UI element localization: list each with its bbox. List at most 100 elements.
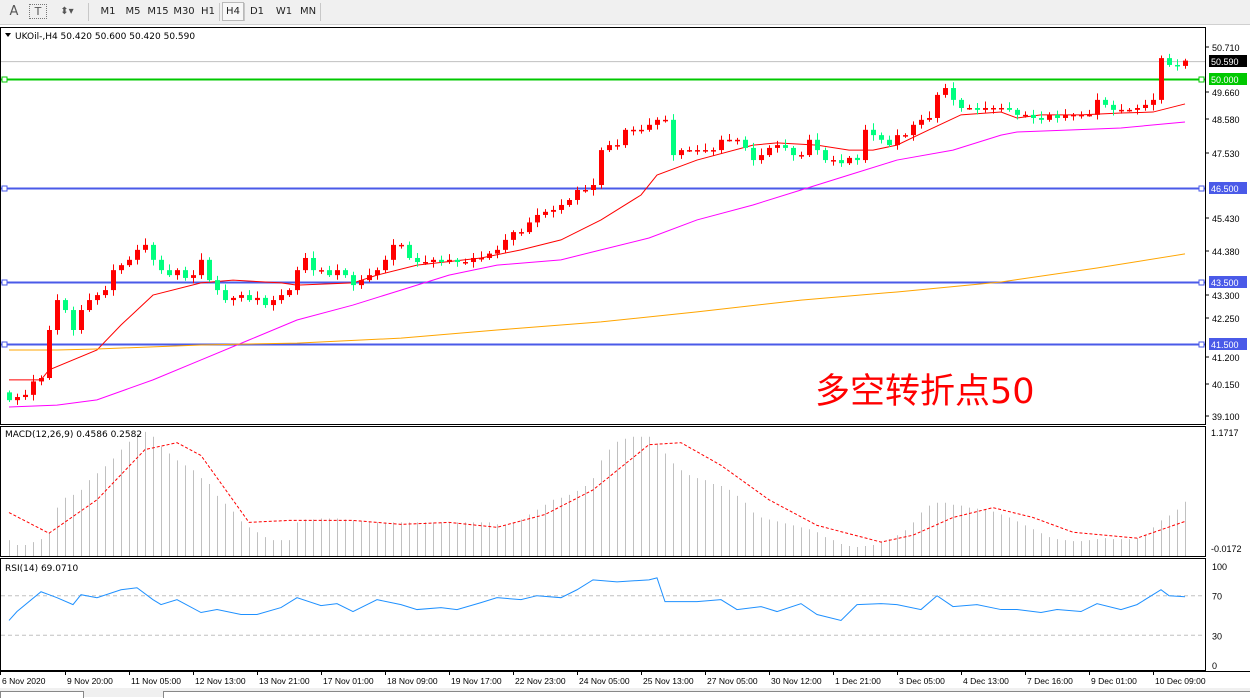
candle-body — [807, 139, 812, 156]
candle-body — [639, 129, 644, 132]
text-tool-button[interactable]: A — [9, 4, 19, 19]
candle-body — [303, 257, 308, 271]
candle-body — [911, 124, 916, 136]
price-axis-label: 41.200 — [1212, 353, 1240, 363]
candle-body — [711, 150, 716, 152]
candle-body — [375, 270, 380, 276]
candle-body — [863, 129, 868, 161]
level-handle-right[interactable] — [1198, 341, 1205, 348]
ma-slow-line — [9, 253, 1186, 351]
candle-body — [887, 139, 892, 146]
candle-body — [607, 145, 612, 151]
price-axis-label: 49.660 — [1212, 88, 1240, 98]
level-price-tag — [1209, 338, 1247, 350]
time-axis-label: 25 Nov 13:00 — [643, 676, 694, 686]
candle-body — [1063, 114, 1068, 118]
time-axis-label: 7 Dec 16:00 — [1027, 676, 1073, 686]
toolbar-separator — [320, 3, 321, 21]
level-handle-left[interactable] — [1, 341, 8, 348]
candle-body — [983, 107, 988, 110]
candle-body — [967, 107, 972, 110]
candle-body — [215, 280, 220, 291]
candle-body — [655, 119, 660, 125]
level-handle-right[interactable] — [1198, 185, 1205, 192]
level-handle-right[interactable] — [1198, 279, 1205, 286]
price-axis-label: 44.380 — [1212, 247, 1240, 257]
candle-body — [495, 249, 500, 254]
candle-body — [207, 259, 212, 281]
level-handle-left[interactable] — [1, 279, 8, 286]
candle-body — [63, 300, 68, 311]
candle-body — [23, 394, 28, 398]
candle-body — [383, 259, 388, 271]
ma-fast-line — [9, 103, 1186, 381]
text-label-tool-button[interactable]: T — [29, 4, 47, 19]
candle-body — [543, 211, 548, 215]
time-axis-label: 27 Nov 05:00 — [707, 676, 758, 686]
toolbar-separator — [244, 3, 245, 21]
timeframe-h1-button[interactable]: H1 — [201, 6, 215, 17]
candle-body — [151, 244, 156, 260]
candle-body — [311, 257, 316, 271]
timeframe-h4-button[interactable]: H4 — [222, 2, 244, 21]
macd-axis-label: -0.0172 — [1211, 544, 1242, 554]
candle-body — [1007, 107, 1012, 110]
candle-body — [31, 381, 36, 395]
candle-body — [1087, 114, 1092, 117]
toolbar-grip — [88, 3, 89, 21]
timeframe-mn-button[interactable]: MN — [299, 6, 317, 17]
price-axis-label: 43.300 — [1212, 291, 1240, 301]
annotation-text[interactable]: 多空转折点50 — [815, 372, 1035, 412]
candle-body — [239, 295, 244, 298]
arrows-tool-dropdown[interactable]: ⬍▾ — [54, 3, 80, 20]
macd-signal-line — [8, 442, 1186, 543]
candle-body — [999, 107, 1004, 110]
candle-body — [1015, 109, 1020, 115]
candle-body — [87, 300, 92, 311]
level-price-label: 46.500 — [1211, 184, 1239, 194]
level-handle-right[interactable] — [1198, 76, 1205, 83]
candle-body — [535, 214, 540, 223]
candle-body — [95, 295, 100, 301]
time-axis-label: 19 Nov 17:00 — [451, 676, 502, 686]
candle-body — [391, 244, 396, 260]
candle-body — [519, 232, 524, 234]
rsi-title: RSI(14) 69.0710 — [5, 564, 78, 574]
collapse-triangle-icon[interactable] — [5, 33, 11, 37]
time-axis-label: 10 Dec 09:00 — [1155, 676, 1206, 686]
candle-body — [1127, 109, 1132, 112]
time-axis-label: 3 Dec 05:00 — [899, 676, 945, 686]
macd-axis-label: 1.1717 — [1211, 428, 1239, 438]
timeframe-m15-button[interactable]: M15 — [147, 6, 169, 17]
timeframe-m5-button[interactable]: M5 — [125, 6, 141, 17]
candle-body — [1167, 58, 1172, 65]
price-axis-label: 50.710 — [1212, 43, 1240, 53]
level-handle-left[interactable] — [1, 185, 8, 192]
level-price-tag — [1209, 182, 1247, 194]
rsi-axis-label: 70 — [1212, 592, 1222, 602]
candle-body — [1159, 58, 1164, 100]
level-handle-left[interactable] — [1, 76, 8, 83]
candle-body — [839, 160, 844, 164]
candle-body — [791, 147, 796, 156]
timeframe-m30-button[interactable]: M30 — [173, 6, 195, 17]
candle-body — [895, 135, 900, 146]
candle-body — [343, 270, 348, 276]
candle-body — [359, 280, 364, 286]
candle-body — [399, 244, 404, 247]
candle-body — [247, 295, 252, 301]
candle-body — [751, 147, 756, 161]
chart-tab[interactable] — [0, 691, 84, 698]
timeframe-w1-button[interactable]: W1 — [275, 6, 293, 17]
timeframe-m1-button[interactable]: M1 — [100, 6, 116, 17]
candle-body — [79, 310, 84, 330]
time-axis-label: 12 Nov 13:00 — [195, 676, 246, 686]
candle-body — [423, 262, 428, 264]
candle-body — [727, 139, 732, 142]
candle-body — [159, 259, 164, 271]
time-axis-label: 9 Nov 20:00 — [67, 676, 113, 686]
timeframe-d1-button[interactable]: D1 — [249, 6, 265, 17]
time-axis-label: 1 Dec 21:00 — [835, 676, 881, 686]
price-axis-label: 47.530 — [1212, 149, 1240, 159]
